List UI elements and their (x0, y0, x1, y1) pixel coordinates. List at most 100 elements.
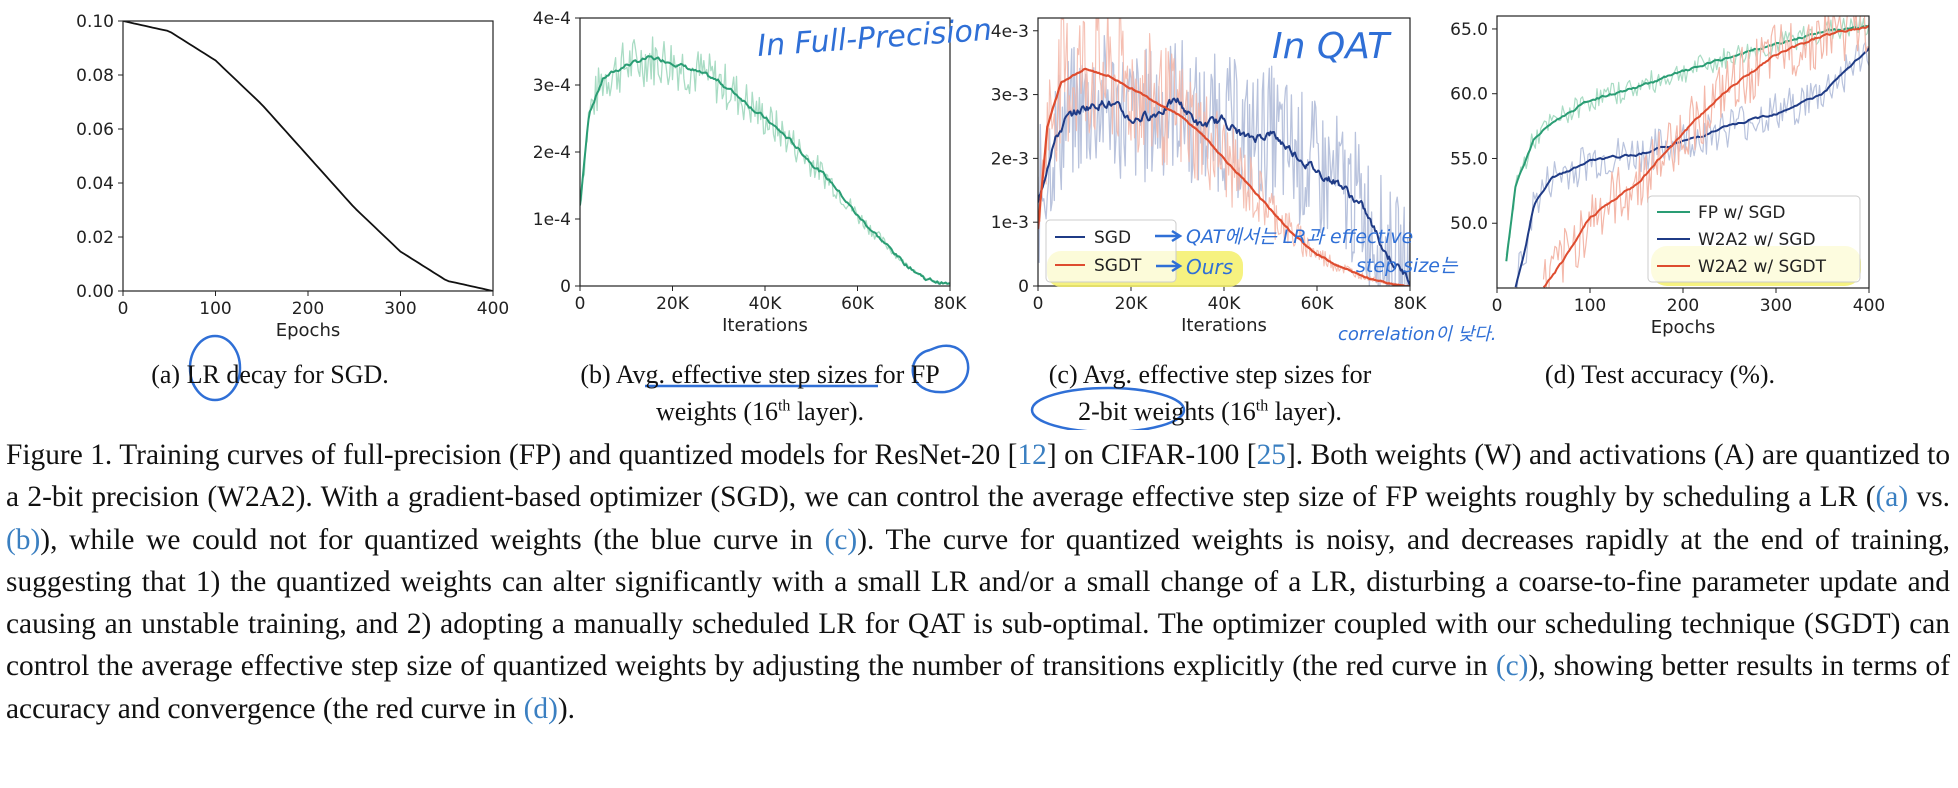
ref-subfig-c-link-2[interactable]: (c) (1495, 650, 1529, 683)
legend-label-d-0: FP w/ SGD (1698, 203, 1786, 223)
x-axis-label-d: Epochs (1651, 317, 1716, 338)
x-tick-label-b: 40K (749, 294, 783, 314)
fp-circle-mark (911, 344, 970, 394)
sgdt-arrow-mark (1156, 259, 1183, 273)
subcaption-d: (d) Test accuracy (%). (1505, 356, 1815, 393)
y-tick-label-b: 4e-4 (533, 9, 571, 29)
subcaption-b-line1: (b) Avg. effective step sizes for FP (580, 360, 940, 389)
series-fp (580, 55, 950, 285)
sgd-arrow-mark (1155, 229, 1183, 243)
series-sgd-raw (1038, 34, 1410, 286)
subcaption-b-line2: weights (16th layer). (500, 393, 1020, 430)
charts-layer: 0 100 200 300 400 0.00 0.02 0.04 0.06 0.08 0.10 Epo… (76, 9, 1885, 345)
ref-subfig-d-link[interactable]: (d) (523, 692, 558, 725)
axes-frame-d (1496, 15, 1870, 289)
chart-d: 0 100 200 300 400 50.0 55.0 60.0 65.0 Epochs FP w/… (1450, 15, 1885, 338)
series-1 (1514, 47, 1869, 288)
x-tick-label-b: 80K (934, 294, 968, 314)
x-tick-label-b: 0 (575, 294, 586, 314)
figure-caption: Figure 1. Training curves of full-precis… (6, 434, 1950, 730)
subcaption-c-line2: 2-bit weights (16th layer). (1000, 393, 1420, 430)
caption-part-8: ). (557, 692, 576, 725)
hand-ours: Ours (1186, 255, 1233, 279)
series-lr (123, 21, 493, 291)
subcaption-d-text: (d) Test accuracy (%). (1544, 360, 1776, 389)
x-tick-label-b: 20K (656, 294, 690, 314)
subcaption-a: (a) LR decay for SGD. (110, 356, 430, 393)
legend-label-sgd: SGD (1094, 228, 1131, 248)
series-sgdt (1038, 67, 1410, 286)
hand-in-qat: In QAT (1272, 26, 1392, 67)
caption-part-3: ]. Both weights (W) and activations (A) … (6, 439, 1951, 514)
hand-text: In Full-Precision In QAT QAT에서는 LR과 effect… (756, 13, 1496, 345)
x-tick-label-d: 0 (1492, 296, 1503, 316)
x-tick-label-b: 60K (841, 294, 875, 314)
x-tick-label-c: 60K (1301, 294, 1335, 314)
x-axis-label-c: Iterations (1181, 315, 1267, 336)
y-tick-label-a: 0.10 (76, 12, 114, 32)
y-tick-label-b: 1e-4 (533, 210, 571, 230)
series-2 (1542, 24, 1869, 288)
twobit-circle-mark (1030, 386, 1186, 430)
y-tick-label-c: 0 (1018, 277, 1029, 297)
caption-part-7: ), showing better results in terms of ac… (6, 650, 1950, 725)
legend-label-d-1: W2A2 w/ SGD (1698, 230, 1816, 250)
lr-circle-mark (188, 334, 242, 402)
x-tick-label-a: 100 (199, 299, 231, 319)
y-tick-label-b: 3e-4 (533, 76, 571, 96)
series-fp-raw (580, 36, 950, 286)
x-tick-label-c: 80K (1394, 294, 1428, 314)
chart-b: 0 20K 40K 60K 80K 0 1e-4 2e-4 3e-4 4e-4 Iterations (533, 9, 967, 336)
caption-part-5: ), while we could not for quantized weig… (40, 523, 825, 556)
y-tick-label-b: 2e-4 (533, 143, 571, 163)
ref-subfig-b-link[interactable]: (b) (6, 523, 41, 556)
ref-25-link[interactable]: 25 (1256, 439, 1286, 471)
subcaption-b: (b) Avg. effective step sizes for FP wei… (500, 356, 1020, 430)
x-axis-label-a: Epochs (276, 320, 341, 341)
y-tick-label-c: 1e-3 (991, 213, 1029, 233)
y-tick-label-d: 50.0 (1450, 214, 1488, 234)
hand-full-precision: In Full-Precision (756, 13, 993, 64)
caption-part-4: vs. (1908, 481, 1951, 514)
series-1-raw (1516, 41, 1869, 288)
subcaption-b-sup: th (777, 397, 791, 415)
subcaption-c: (c) Avg. effective step sizes for 2-bit … (1000, 356, 1420, 430)
legend-label-sgdt: SGDT (1094, 256, 1142, 276)
x-tick-label-d: 100 (1574, 296, 1606, 316)
legend-label-d-2: W2A2 w/ SGDT (1698, 257, 1827, 277)
x-tick-label-c: 20K (1115, 294, 1149, 314)
y-tick-label-a: 0.08 (76, 66, 114, 86)
ref-subfig-c-link[interactable]: (c) (824, 523, 858, 556)
x-tick-label-a: 0 (118, 299, 129, 319)
ref-subfig-a-link[interactable]: (a) (1875, 481, 1909, 514)
caption-part-1: Figure 1. Training curves of full-precis… (6, 439, 1018, 471)
axes-frame-b (579, 17, 951, 287)
y-tick-label-d: 60.0 (1450, 85, 1488, 105)
plot-area-a (123, 21, 493, 291)
subcaption-a-text: (a) LR decay for SGD. (151, 360, 389, 389)
x-tick-label-a: 400 (477, 299, 509, 319)
legend-box-c (1045, 219, 1177, 283)
chart-c: 0 20K 40K 60K 80K 0 1e-3 2e-3 3e-3 4e-3 Iterations… (991, 17, 1428, 336)
x-tick-label-c: 0 (1033, 294, 1044, 314)
subcaption-c-sup: th (1255, 397, 1269, 415)
ref-12-link[interactable]: 12 (1017, 439, 1047, 471)
y-tick-label-a: 0.04 (76, 174, 114, 194)
x-tick-label-c: 40K (1208, 294, 1242, 314)
chart-a: 0 100 200 300 400 0.00 0.02 0.04 0.06 0.08 0.10 Epo… (76, 12, 509, 341)
plot-area-b (580, 36, 950, 286)
subcaption-b-line2-a: weights (16 (655, 397, 778, 426)
subcaption-c-line1: (c) Avg. effective step sizes for (1048, 360, 1372, 389)
plot-area-d (1505, 16, 1869, 288)
x-tick-label-d: 400 (1853, 296, 1885, 316)
subcaption-c-line2-b: layer). (1268, 397, 1342, 426)
legend-box-d (1647, 195, 1861, 283)
figure-panels: 0 100 200 300 400 0.00 0.02 0.04 0.06 0.08 0.10 Epo… (76, 9, 1885, 430)
subcaption-c-line2-a: 2-bit weights (16 (1078, 397, 1256, 426)
y-tick-label-d: 55.0 (1450, 149, 1488, 169)
caption-part-2: ] on CIFAR-100 [ (1046, 439, 1257, 471)
y-tick-label-c: 4e-3 (991, 22, 1029, 42)
hand-note-1: QAT에서는 LR과 effective (1186, 226, 1413, 248)
x-tick-label-a: 300 (384, 299, 416, 319)
y-tick-label-a: 0.00 (76, 282, 114, 302)
